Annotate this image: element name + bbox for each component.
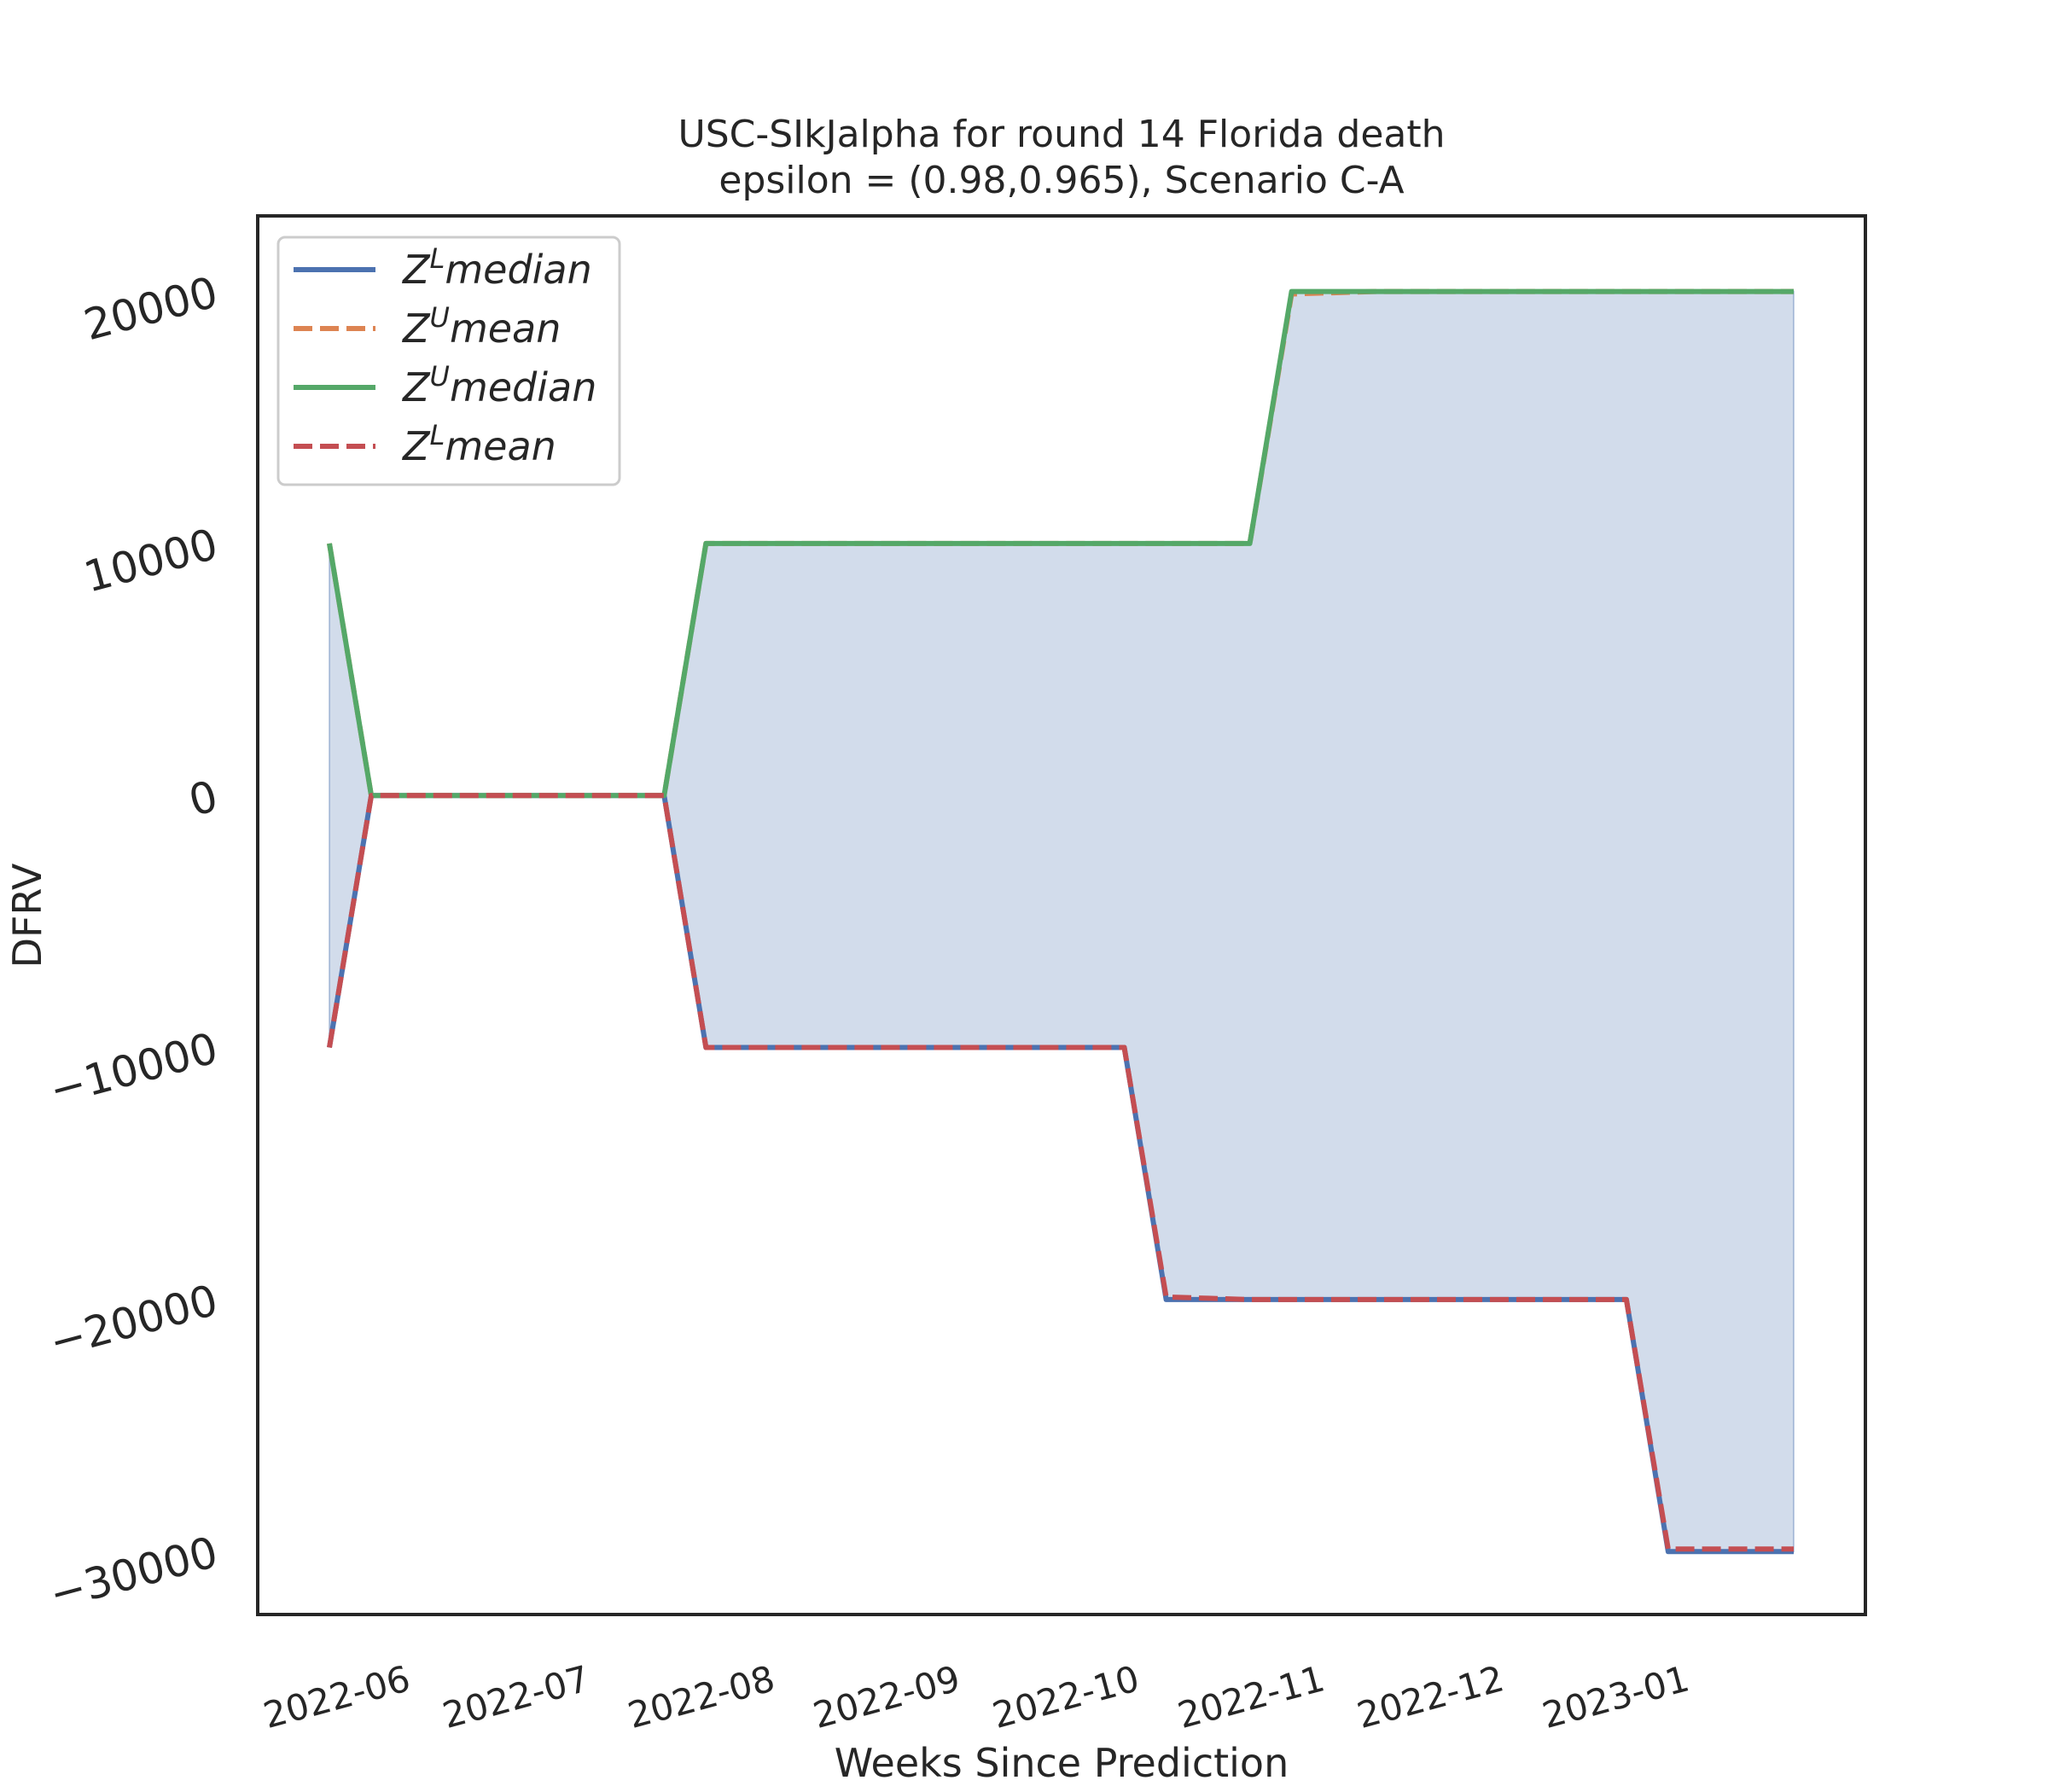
chart-title: USC-SIkJalpha for round 14 Florida death xyxy=(678,113,1446,156)
legend-entry-0: ZLmedian xyxy=(401,242,592,293)
legend-entry-3: ZLmean xyxy=(401,419,556,469)
legend-entry-2: ZUmedian xyxy=(401,360,596,410)
series-lines xyxy=(327,288,1794,1555)
x-axis-label: Weeks Since Prediction xyxy=(835,1740,1289,1786)
y-axis-label: DFRV xyxy=(4,863,50,968)
chart-subtitle: epsilon = (0.98,0.965), Scenario C-A xyxy=(719,159,1404,202)
y-tick-labels: 20000 10000 0 −10000 −20000 −30000 xyxy=(44,267,223,1620)
series-line-3 xyxy=(327,793,1794,1552)
y-tick-label: 10000 xyxy=(79,519,223,602)
x-tick-label: 2022-06 xyxy=(259,1657,414,1737)
y-tick-label: 20000 xyxy=(79,267,223,350)
x-tick-labels: 2022-06 2022-07 2022-08 2022-09 2022-10 2022-… xyxy=(259,1657,1693,1737)
x-tick-label: 2022-09 xyxy=(809,1657,964,1737)
legend-entry-1: ZUmean xyxy=(401,301,561,352)
legend-box xyxy=(276,236,621,486)
y-tick-label: −30000 xyxy=(44,1527,223,1620)
x-tick-label: 2022-08 xyxy=(624,1657,779,1737)
y-tick-label: −20000 xyxy=(44,1275,223,1367)
x-tick-label: 2022-11 xyxy=(1173,1657,1329,1737)
x-tick-label: 2022-10 xyxy=(988,1657,1143,1737)
x-tick-label: 2022-07 xyxy=(439,1657,594,1737)
y-tick-label: 0 xyxy=(183,771,223,826)
y-tick-label: −10000 xyxy=(44,1023,223,1115)
plot-frame xyxy=(256,214,1867,1616)
x-tick-label: 2023-01 xyxy=(1538,1657,1693,1737)
legend: ZLmedian ZUmean ZUmedian ZLmean xyxy=(276,236,621,486)
x-tick-label: 2022-12 xyxy=(1353,1657,1508,1737)
